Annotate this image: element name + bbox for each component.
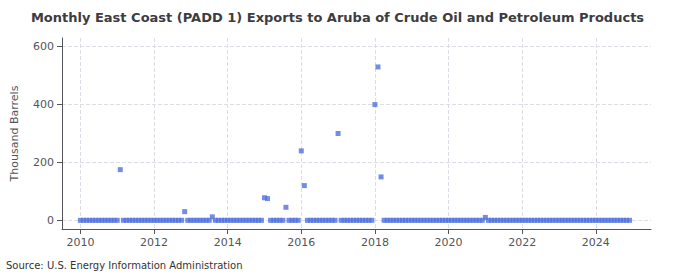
svg-text:0: 0	[47, 214, 54, 227]
svg-text:2010: 2010	[66, 236, 94, 249]
svg-text:2012: 2012	[140, 236, 168, 249]
svg-text:2016: 2016	[287, 236, 315, 249]
svg-text:2024: 2024	[582, 236, 610, 249]
svg-text:Source: U.S. Energy Informatio: Source: U.S. Energy Information Administ…	[6, 260, 243, 271]
svg-text:2020: 2020	[435, 236, 463, 249]
svg-text:2014: 2014	[214, 236, 242, 249]
svg-text:Monthly East Coast (PADD 1) Ex: Monthly East Coast (PADD 1) Exports to A…	[31, 10, 644, 25]
svg-text:2018: 2018	[361, 236, 389, 249]
svg-text:600: 600	[33, 40, 54, 53]
svg-text:Thousand Barrels: Thousand Barrels	[8, 85, 21, 182]
svg-text:200: 200	[33, 156, 54, 169]
svg-text:400: 400	[33, 98, 54, 111]
svg-text:2022: 2022	[508, 236, 536, 249]
